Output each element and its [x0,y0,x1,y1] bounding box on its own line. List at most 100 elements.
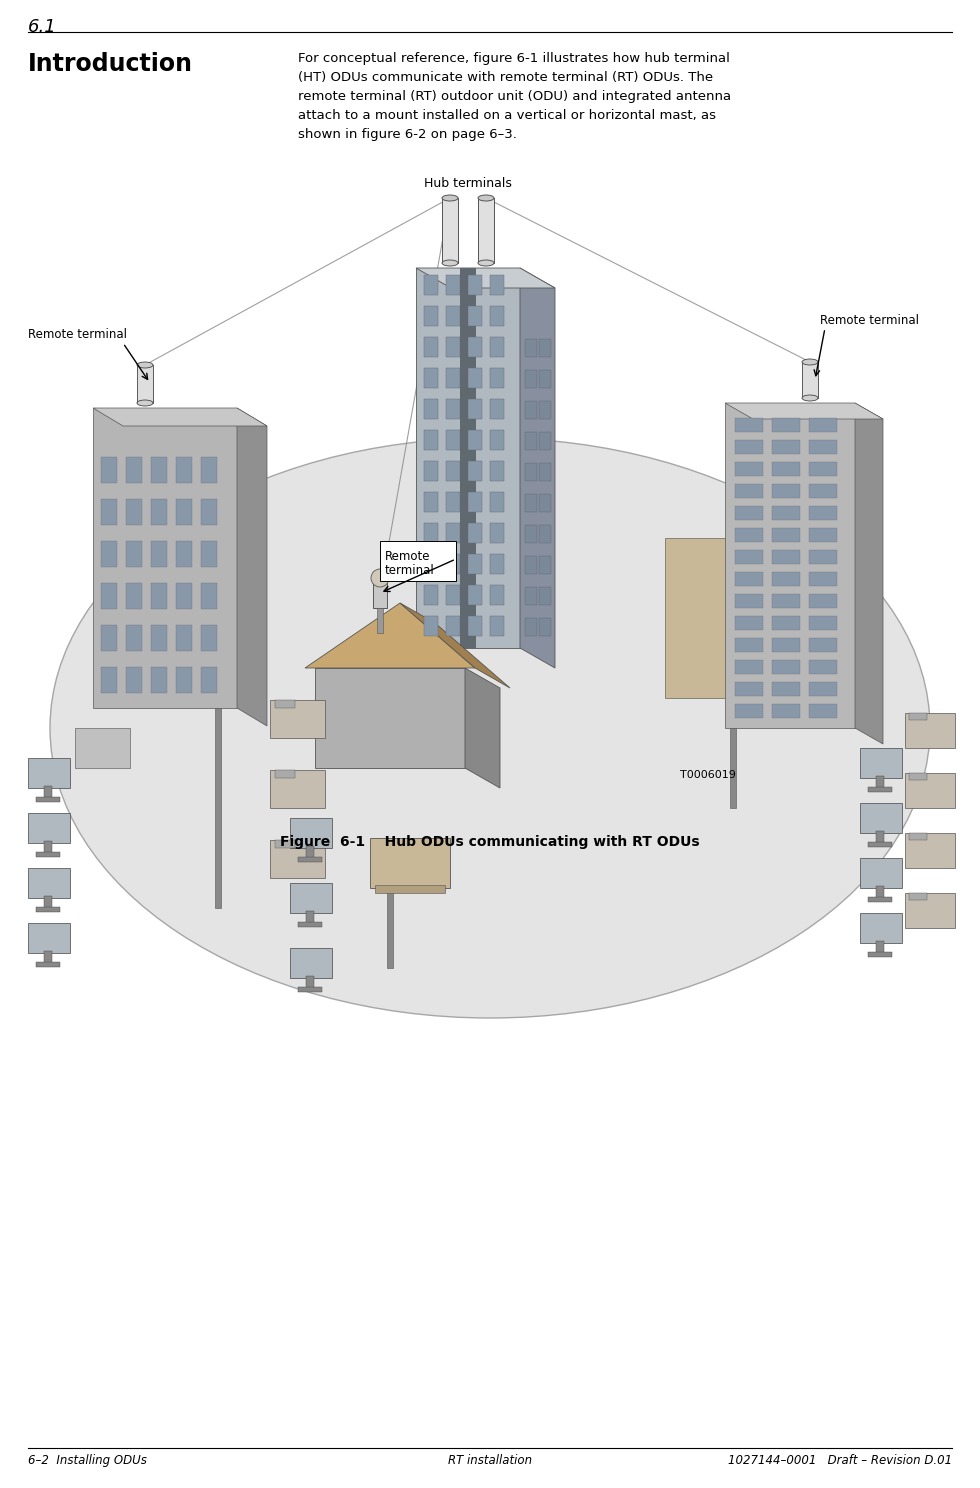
Bar [735,418,763,432]
Bar [876,885,884,897]
Bar [201,625,217,652]
Bar [446,461,460,481]
Bar [446,616,460,635]
Bar [772,594,800,609]
Bar [809,528,837,542]
Ellipse shape [371,568,389,586]
Bar [151,542,167,567]
Bar [468,275,482,295]
Bar [909,833,927,841]
Bar [490,399,504,420]
Polygon shape [539,586,551,606]
Bar [772,484,800,498]
Bar [468,493,482,512]
Bar [28,868,70,897]
Ellipse shape [137,362,153,368]
Bar [275,841,295,848]
Polygon shape [237,408,267,726]
Bar [101,457,117,484]
Bar [36,853,60,857]
Polygon shape [539,618,551,635]
Bar [290,948,332,978]
Bar [860,748,902,778]
Bar [446,554,460,574]
Bar [201,542,217,567]
Bar [468,461,482,481]
Bar [490,461,504,481]
Polygon shape [539,339,551,357]
Polygon shape [525,525,537,543]
Polygon shape [525,494,537,512]
Bar [735,594,763,609]
Bar [290,882,332,914]
Bar [735,461,763,476]
Text: shown in figure 6-2 on page 6–3.: shown in figure 6-2 on page 6–3. [298,128,516,141]
Bar [36,908,60,912]
Polygon shape [93,408,267,426]
Bar [28,812,70,844]
Bar [468,585,482,606]
Bar [490,336,504,357]
Polygon shape [93,408,237,708]
Bar [424,336,438,357]
Bar [176,457,192,484]
Bar [44,841,52,853]
Bar [275,769,295,778]
Bar [151,625,167,652]
Bar [387,888,393,969]
Bar [735,682,763,696]
Bar [176,625,192,652]
Bar [905,713,955,748]
Bar [201,583,217,609]
Bar [424,368,438,388]
Bar [490,585,504,606]
Bar [905,772,955,808]
Bar [176,583,192,609]
Polygon shape [525,618,537,635]
Bar [868,952,892,957]
Text: T0006019: T0006019 [680,769,736,780]
Bar [868,842,892,847]
Text: Figure  6-1    Hub ODUs communicating with RT ODUs: Figure 6-1 Hub ODUs communicating with R… [280,835,700,850]
Bar [468,399,482,420]
Bar [809,661,837,674]
Polygon shape [416,268,555,289]
Bar [135,469,245,668]
Bar [772,661,800,674]
Bar [375,885,445,893]
Bar [424,430,438,449]
Bar [735,571,763,586]
Bar [809,440,837,454]
Ellipse shape [478,195,494,201]
Polygon shape [525,371,537,388]
Bar [36,798,60,802]
Bar [478,198,494,263]
Bar [809,418,837,432]
Bar [460,268,476,647]
Polygon shape [305,603,475,668]
Bar [306,847,314,859]
Bar [735,484,763,498]
Bar [446,585,460,606]
Bar [772,461,800,476]
Bar [772,704,800,719]
Bar [772,638,800,652]
Polygon shape [525,432,537,449]
Bar [468,554,482,574]
Bar [905,893,955,929]
Bar [772,418,800,432]
Text: Remote terminal: Remote terminal [820,314,919,326]
Bar [151,583,167,609]
Polygon shape [400,603,510,687]
Polygon shape [539,371,551,388]
Bar [772,440,800,454]
Bar [137,365,153,403]
Bar [730,728,736,808]
Bar [490,307,504,326]
Bar [176,667,192,693]
Bar [809,704,837,719]
Bar [876,830,884,844]
Bar [201,667,217,693]
Polygon shape [725,403,855,728]
Ellipse shape [137,400,153,406]
